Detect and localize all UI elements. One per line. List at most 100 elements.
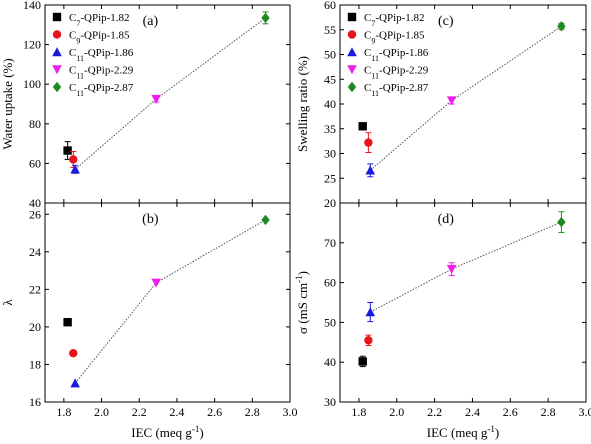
y-tick-label: 60 (324, 276, 336, 290)
y-tick-label: 80 (29, 117, 41, 131)
fit-line-d (370, 221, 562, 313)
y-tick-label: 45 (324, 72, 336, 86)
legend-entry-3: C11-QPip-1.86 (69, 47, 134, 63)
x-tick-label: 2.0 (94, 405, 109, 419)
legend-entry-4: C11-QPip-2.29 (364, 65, 429, 81)
legend-marker-5 (52, 81, 62, 93)
data-point-1 (358, 357, 367, 366)
fit-line-c (369, 25, 562, 171)
panel-c: 20 25 30 35 40 45 50 55 60 Swelling ratio (%) (c) C… (295, 0, 587, 210)
panel-label-d: (d) (438, 212, 455, 227)
x-tick-label: 2.8 (541, 405, 556, 419)
legend-marker-1 (347, 12, 357, 22)
y-axis-title-c: Swelling ratio (%) (295, 56, 310, 152)
x-tick-label: 2.6 (207, 405, 222, 419)
y-tick-label: 30 (324, 147, 336, 161)
data-point-4 (446, 264, 457, 274)
legend-marker-2 (52, 30, 62, 39)
y-tick-label: 20 (29, 320, 41, 334)
y-axis-title-a: Water uptake (%) (0, 58, 15, 149)
panel-label-c: (c) (438, 14, 454, 29)
panel-label-a: (a) (143, 14, 159, 29)
y-axis-title-b: λ (0, 299, 15, 306)
data-point-3 (365, 307, 376, 317)
data-point-4 (151, 278, 161, 288)
y-tick-label: 70 (324, 236, 336, 250)
plot-frame-b (44, 202, 291, 403)
y-tick-label: 55 (324, 23, 336, 37)
legend-marker-1 (52, 12, 62, 22)
x-axis-title-right: IEC (meq g-1) (427, 424, 500, 440)
y-tick-label: 16 (29, 395, 41, 409)
data-point-4 (151, 94, 161, 104)
x-tick-label: 1.8 (56, 405, 71, 419)
data-point-3 (365, 165, 376, 175)
y-tick-label: 40 (324, 355, 336, 369)
x-tick-label: 3.0 (283, 405, 298, 419)
y-tick-label: 35 (324, 122, 336, 136)
panel-label-b: (b) (142, 212, 159, 227)
y-tick-label: 40 (29, 196, 41, 210)
legend-entry-5: C11-QPip-2.87 (364, 82, 429, 98)
data-point-5 (557, 21, 566, 32)
x-tick-label: 3.0 (579, 405, 591, 419)
data-point-5 (261, 214, 270, 226)
panel-d: 30 40 50 60 70 1.8 2.0 2.2 2.4 2.6 2.8 3.0 σ (mS cm-… (294, 202, 591, 419)
y-tick-label: 22 (29, 282, 41, 296)
data-point-2 (69, 348, 78, 358)
legend-marker-4 (52, 65, 62, 75)
y-tick-label: 50 (324, 48, 336, 62)
x-tick-label: 2.6 (503, 405, 518, 419)
legend-marker-4 (347, 65, 357, 75)
y-tick-label: 140 (23, 0, 41, 12)
y-tick-label: 100 (23, 77, 41, 91)
legend-marker-3 (52, 47, 62, 57)
x-tick-label: 2.4 (465, 405, 480, 419)
legend-entry-2: C9-QPip-1.85 (364, 30, 425, 46)
legend-marker-2 (347, 30, 357, 39)
legend-entry-1: C7-QPip-1.82 (69, 12, 130, 28)
plot-frame-d (339, 202, 587, 403)
legend-entry-3: C11-QPip-1.86 (364, 47, 429, 63)
y-tick-label: 26 (29, 207, 41, 221)
y-tick-label: 30 (324, 395, 336, 409)
y-tick-label: 18 (29, 357, 41, 371)
legend-marker-5 (347, 81, 357, 93)
data-point-2 (364, 138, 373, 147)
data-point-5 (557, 216, 566, 228)
x-tick-label: 2.2 (427, 405, 442, 419)
legend-entry-5: C11-QPip-2.87 (69, 82, 134, 98)
x-tick-label: 2.0 (389, 405, 404, 419)
data-point-1 (63, 318, 72, 327)
y-tick-label: 40 (324, 97, 336, 111)
y-tick-label: 25 (324, 171, 336, 185)
x-axis-title-left: IEC (meq g-1) (131, 424, 204, 440)
x-tick-label: 2.4 (169, 405, 184, 419)
data-point-1 (358, 122, 367, 131)
x-tick-label: 1.8 (351, 405, 366, 419)
data-point-4 (446, 96, 457, 106)
panel-b: 16 18 20 22 24 26 1.8 2.0 2.2 2.4 2.6 2.8 3.0 λ (b) (0, 202, 298, 419)
y-tick-label: 60 (29, 156, 41, 170)
legend-entry-1: C7-QPip-1.82 (364, 12, 425, 28)
data-point-1 (63, 146, 72, 155)
data-point-2 (69, 155, 78, 164)
data-point-3 (70, 378, 80, 388)
fit-line-b (74, 219, 266, 384)
data-point-3 (70, 164, 80, 174)
legend-entry-4: C11-QPip-2.29 (69, 65, 134, 81)
y-tick-label: 120 (23, 38, 41, 52)
legend-marker-3 (347, 47, 357, 57)
legend-entry-2: C9-QPip-1.85 (69, 30, 130, 46)
data-point-5 (261, 12, 270, 24)
y-tick-label: 50 (324, 315, 336, 329)
y-tick-label: 20 (324, 196, 336, 210)
y-axis-title-d: σ (mS cm-1) (294, 271, 310, 334)
data-point-2 (364, 336, 373, 345)
y-tick-label: 60 (324, 0, 336, 12)
x-tick-label: 2.2 (132, 405, 147, 419)
y-tick-label: 24 (29, 245, 41, 259)
